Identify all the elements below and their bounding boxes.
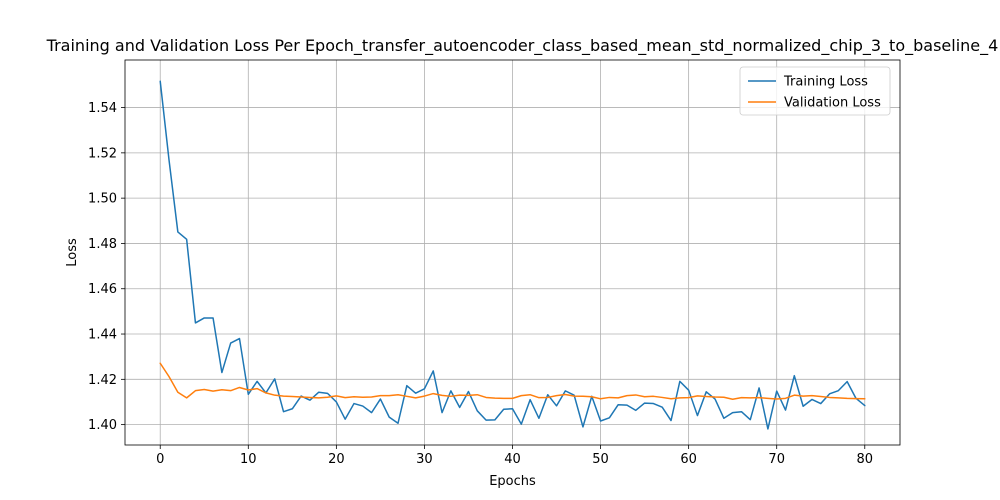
x-axis-label: Epochs [489,474,536,489]
y-tick-label: 1.44 [88,328,117,343]
x-tick-label: 10 [240,452,257,467]
x-tick-label: 80 [856,452,873,467]
x-tick-label: 60 [680,452,697,467]
y-tick-label: 1.40 [88,418,117,433]
x-tick-label: 0 [156,452,164,467]
training-loss-line [159,80,866,430]
y-tick-label: 1.52 [88,146,117,161]
y-tick-label: 1.50 [88,192,117,207]
validation-loss-line [159,362,866,400]
x-tick-label: 70 [768,452,785,467]
x-tick-label: 40 [504,452,521,467]
y-axis-label: Loss [65,238,80,267]
legend-box [739,66,891,116]
x-tick-label: 50 [592,452,609,467]
chart-title: Training and Validation Loss Per Epoch_t… [46,36,999,56]
grid [125,60,900,445]
x-tick-label: 20 [328,452,345,467]
x-tick-label: 30 [416,452,433,467]
y-tick-label: 1.46 [88,282,117,297]
legend-label: Training Loss [783,75,868,90]
legend: Training Loss Validation Loss [739,66,891,116]
legend-label: Validation Loss [784,96,881,111]
y-tick-label: 1.42 [88,373,117,388]
y-axis-ticks: 1.40 1.42 1.44 1.46 1.48 1.50 1.52 1.54 [88,101,125,433]
y-tick-label: 1.54 [88,101,117,116]
series-layer [159,80,866,430]
x-axis-ticks: 0 10 20 30 40 50 60 70 80 [156,445,873,467]
y-tick-label: 1.48 [88,237,117,252]
